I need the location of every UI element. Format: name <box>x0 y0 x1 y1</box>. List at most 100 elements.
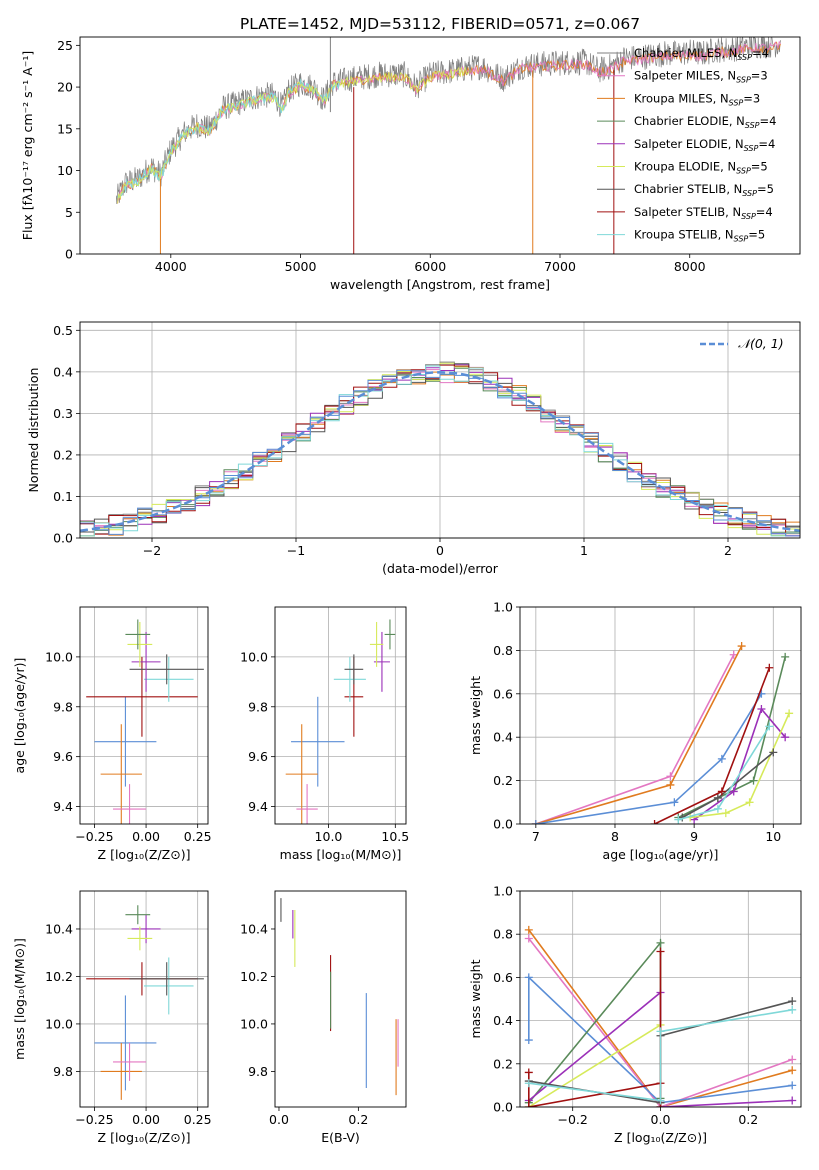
y-tick-label: 9.8 <box>248 699 268 714</box>
axes-frame <box>79 321 801 539</box>
x-tick-label: −2 <box>143 543 161 558</box>
y-tick-label: 10.2 <box>45 969 73 984</box>
y-tick-label: 0.3 <box>53 406 73 421</box>
series-marker <box>788 1005 797 1014</box>
y-tick-label: 0.0 <box>53 531 73 546</box>
legend-label: Salpeter STELIB, NSSP=4 <box>634 205 773 221</box>
plot-area-mass-vs-Z <box>86 905 204 1100</box>
legend-label-sub: SSP <box>737 53 752 62</box>
legend-label: Salpeter MILES, NSSP=3 <box>634 69 768 85</box>
series-marker <box>717 787 726 796</box>
legend-label-sub: SSP <box>729 98 744 107</box>
series-marker <box>524 1103 533 1107</box>
ticks-mass-weight-vs-Z: −0.2 0.0 0.2 0.0 0.2 0.4 0.6 0.8 1.0 <box>493 884 758 1128</box>
errorbar-point <box>129 962 204 996</box>
x-axis-label: Z [log₁₀(Z/Z⊙)] <box>98 847 191 862</box>
legend-label-sub: SSP <box>734 235 749 244</box>
series-line-blue <box>528 975 793 1104</box>
y-tick-label: 10.2 <box>240 969 268 984</box>
legend-label-sub: SSP <box>745 121 760 130</box>
x-tick-label: 8000 <box>674 259 706 274</box>
errorbar-point <box>291 696 345 787</box>
series-marker <box>656 938 665 947</box>
errorbar-point <box>296 784 318 824</box>
legend-label-sub: SSP <box>741 212 756 221</box>
y-axis-label: mass weight <box>468 676 483 755</box>
series-marker <box>788 1096 797 1105</box>
ticks-spectrum: 4000 5000 6000 7000 8000 0 5 10 15 20 25 <box>57 38 706 274</box>
y-tick-label: 0.4 <box>493 1013 513 1028</box>
legend-label-value: =4 <box>756 205 773 219</box>
y-tick-label: 0.6 <box>493 970 513 985</box>
x-axis-label: (data-model)/error <box>382 561 499 576</box>
legend-label-value: =5 <box>748 228 765 242</box>
errorbar-point <box>144 957 194 1015</box>
legend-label-sub: SSP <box>736 76 751 85</box>
series-marker <box>524 925 533 934</box>
ticks-age-vs-Z: −0.25 0.00 0.25 9.4 9.6 9.8 10.0 <box>45 649 211 844</box>
legend-label: Chabrier STELIB, NSSP=5 <box>634 182 774 198</box>
x-tick-label: 1 <box>580 543 588 558</box>
y-tick-label: 0.0 <box>493 817 513 832</box>
series-marker <box>524 934 533 943</box>
errorbar-point <box>384 619 396 650</box>
errorbar-point <box>285 724 318 824</box>
series-marker <box>670 798 679 807</box>
legend-label-text: Kroupa ELODIE, N <box>634 160 736 174</box>
series-marker <box>729 787 738 796</box>
errorbar-point <box>127 926 153 951</box>
legend-label-text: Chabrier STELIB, N <box>634 182 742 196</box>
y-tick-label: 0.6 <box>493 686 513 701</box>
axes-frame <box>79 36 801 255</box>
y-tick-label: 0.8 <box>493 643 513 658</box>
axes-mass-vs-EBV: 0.0 0.2 9.8 10.0 10.2 10.4 E(B-V) <box>240 890 407 1145</box>
axes-spectrum: 4000 5000 6000 7000 8000 0 5 10 15 20 25 wavelength… <box>20 36 801 292</box>
legend-label-sub: SSP <box>744 144 759 153</box>
series-marker <box>666 780 675 789</box>
y-tick-label: 0.8 <box>493 927 513 942</box>
plot-area-spectrum <box>115 37 781 254</box>
series-marker <box>713 804 722 813</box>
legend-label: Chabrier ELODIE, NSSP=4 <box>634 114 776 130</box>
legend-label: Salpeter ELODIE, NSSP=4 <box>634 137 775 153</box>
x-tick-label: 0.0 <box>269 1112 289 1127</box>
axes-frame <box>79 890 209 1108</box>
series-marker <box>765 722 774 731</box>
y-tick-label: 9.8 <box>53 1064 73 1079</box>
axes-age-vs-Z: −0.25 0.00 0.25 9.4 9.6 9.8 10.0 Z [log₁₀(Z/Z⊙)… <box>12 606 212 862</box>
legend-label-value: =4 <box>752 46 769 60</box>
series-marker <box>737 642 746 651</box>
legend-label: Kroupa STELIB, NSSP=5 <box>634 228 765 244</box>
axes-mass-weight-vs-age: 7 8 9 10 0.0 0.2 0.4 0.6 0.8 1.0 age [log₁₀(age/yr… <box>468 600 802 862</box>
series-marker <box>749 776 758 785</box>
x-tick-label: −0.25 <box>75 829 113 844</box>
axes-frame <box>519 606 802 825</box>
residuals-legend: 𝒩(0, 1) <box>700 336 784 351</box>
x-tick-label: −0.2 <box>558 1112 588 1127</box>
x-tick-label: 0.0 <box>651 1112 671 1127</box>
legend-label-value: =5 <box>751 160 768 174</box>
errorbar-point <box>127 621 153 667</box>
legend-label-text: Chabrier ELODIE, N <box>634 114 745 128</box>
legend-label: Chabrier MILES, NSSP=4 <box>634 46 769 62</box>
series-line-selodie <box>693 707 786 821</box>
ticks-mass-weight-vs-age: 7 8 9 10 0.0 0.2 0.4 0.6 0.8 1.0 <box>493 600 781 845</box>
x-tick-label: −1 <box>287 543 305 558</box>
histogram-blue <box>80 369 800 537</box>
y-tick-label: 10.4 <box>45 921 73 936</box>
errorbar-point <box>113 784 147 824</box>
ticks-mass-vs-Z: −0.25 0.00 0.25 9.8 10.0 10.2 10.4 <box>45 921 211 1127</box>
legend-label: Kroupa MILES, NSSP=3 <box>634 91 760 107</box>
axes-frame <box>519 890 802 1108</box>
x-tick-label: 6000 <box>414 259 446 274</box>
x-tick-label: 0 <box>436 543 444 558</box>
plot-area-age-vs-Z <box>86 619 204 824</box>
y-tick-label: 20 <box>57 80 73 95</box>
y-tick-label: 0.2 <box>53 447 73 462</box>
series-line-celodie <box>528 940 662 1104</box>
y-tick-label: 0.2 <box>493 773 513 788</box>
x-tick-label: 10 <box>765 829 781 844</box>
errorbar-point <box>333 656 366 702</box>
x-tick-label: 0.00 <box>132 829 160 844</box>
